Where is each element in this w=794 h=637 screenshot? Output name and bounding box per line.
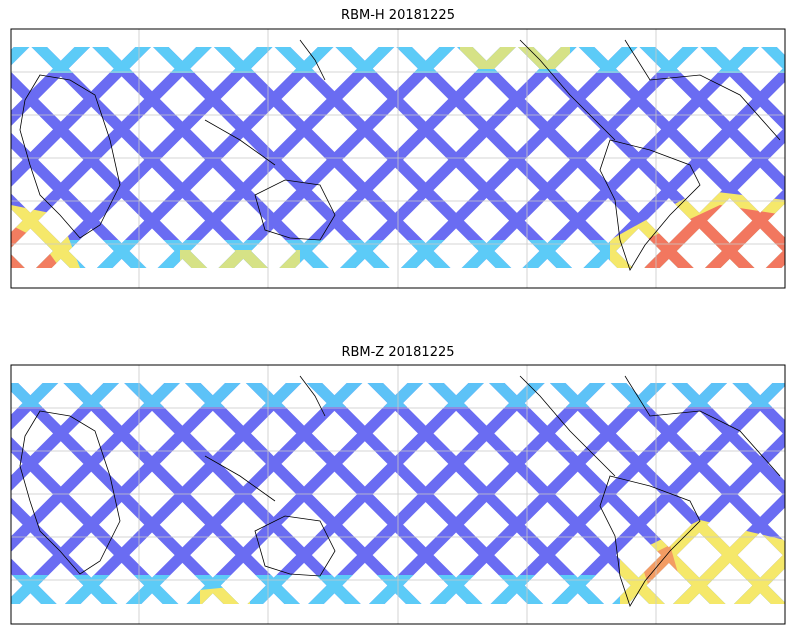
frame [10, 364, 786, 625]
swaths-hot [11, 225, 60, 268]
coastlines [19, 375, 781, 607]
frame [10, 28, 786, 289]
coastlines [19, 39, 781, 271]
panel-title: RBM-Z 20181225 [341, 345, 454, 360]
swaths-hot [640, 545, 680, 590]
swaths-hot [460, 47, 570, 69]
swaths-hot [645, 205, 785, 268]
panel: RBM-Z 20181225 [10, 345, 786, 625]
graticule [11, 365, 785, 624]
graticule [11, 29, 785, 288]
panel-title: RBM-H 20181225 [341, 8, 455, 23]
panel: RBM-H 20181225 [10, 8, 786, 289]
swaths-hot [200, 585, 250, 604]
swaths-hot [180, 250, 300, 268]
